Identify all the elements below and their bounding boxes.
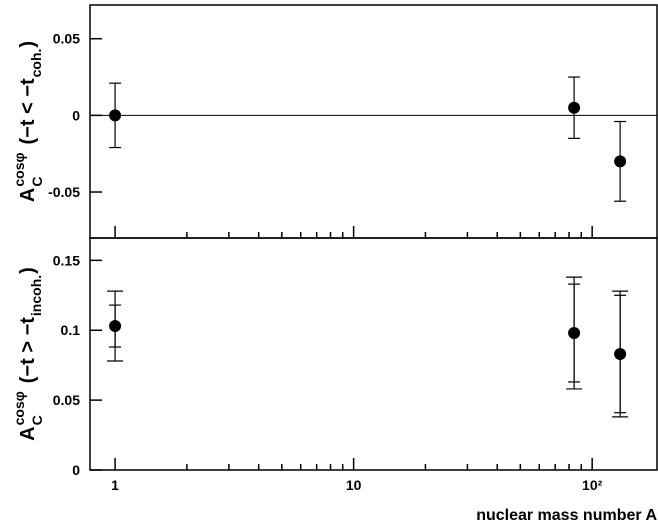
y-tick-label: 0 xyxy=(72,462,80,478)
y-label-subscript: C xyxy=(29,177,45,187)
y-label-close: ) xyxy=(17,267,39,274)
data-point xyxy=(614,155,627,168)
data-point xyxy=(614,348,627,360)
y-label-superscript: cosφ xyxy=(11,391,27,425)
y-tick-label: 0.05 xyxy=(53,392,80,408)
y-label-superscript: cosφ xyxy=(11,153,27,187)
y-tick-label: 0.15 xyxy=(53,252,80,268)
x-tick-label: 10² xyxy=(582,477,603,493)
y-label-condition-subscript: coh. xyxy=(28,49,44,78)
y-label-subscript: C xyxy=(29,415,45,425)
x-axis-label: nuclear mass number A xyxy=(476,507,657,524)
plot-frame xyxy=(89,237,658,471)
data-point xyxy=(568,101,581,114)
x-tick-label: 1 xyxy=(111,477,119,493)
y-label-condition-subscript: incoh. xyxy=(28,275,44,316)
y-label-symbol: A xyxy=(17,188,39,202)
y-tick-label: 0 xyxy=(72,107,80,123)
y-tick-label: 0.1 xyxy=(61,322,81,338)
plot-frame xyxy=(89,4,658,239)
data-point xyxy=(568,327,581,340)
y-label-symbol: A xyxy=(17,426,39,440)
y-label-condition: (−t < −t xyxy=(17,78,39,144)
x-tick-label: 10 xyxy=(346,477,362,493)
y-tick-label: 0.05 xyxy=(53,31,80,47)
data-point xyxy=(109,109,122,122)
y-label-close: ) xyxy=(17,41,39,48)
data-point xyxy=(109,320,122,333)
y-label-condition: (−t > −t xyxy=(17,317,39,383)
y-tick-label: -0.05 xyxy=(48,184,80,200)
